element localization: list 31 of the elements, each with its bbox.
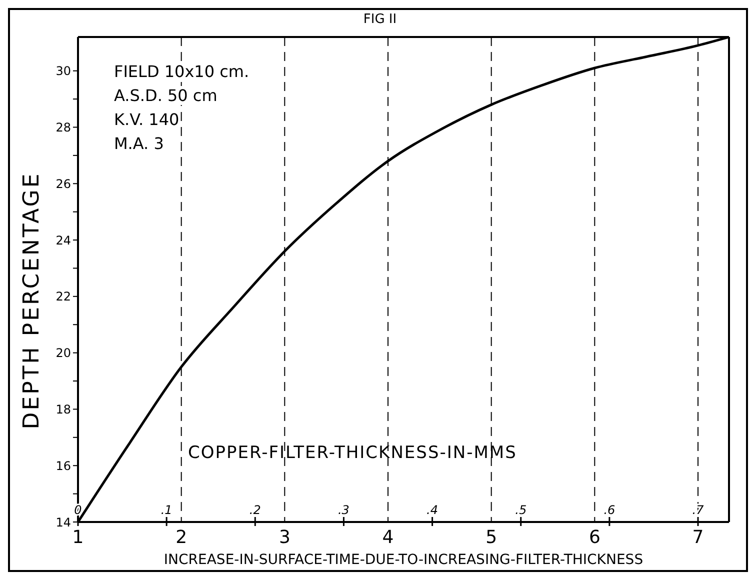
y-tick-label: 26 — [56, 176, 71, 191]
x2-tick-label: .5 — [515, 503, 527, 517]
x-tick-label: 1 — [72, 526, 84, 548]
annotation: K.V. 140 — [114, 110, 180, 129]
y-tick-label: 18 — [56, 402, 71, 416]
x-axis-title: INCREASE-IN-SURFACE-TIME-DUE-TO-INCREASING-FILTER-THICKNESS — [164, 552, 644, 568]
y-tick-label: 28 — [56, 120, 71, 134]
x-tick-label: 5 — [486, 526, 498, 548]
annotation: A.S.D. 50 cm — [114, 86, 218, 105]
x-tick-label: 6 — [588, 526, 600, 548]
y-axis-title: DEPTH PERCENTAGE — [20, 171, 44, 429]
annotation: M.A. 3 — [114, 134, 164, 153]
y-tick-label: 20 — [56, 346, 71, 360]
y-tick-label: 30 — [56, 64, 71, 78]
y-tick-label: 24 — [56, 233, 71, 248]
chart-title: FIG II — [362, 12, 398, 27]
x2-tick-label: .4 — [426, 503, 438, 517]
x2-tick-label: .6 — [604, 503, 616, 517]
x-tick-label: 3 — [278, 526, 290, 548]
x2-axis-title: COPPER-FILTER-THICKNESS-IN-MMS — [188, 443, 517, 463]
x2-tick-label: .1 — [160, 503, 172, 517]
x-tick-label: 4 — [382, 526, 394, 548]
y-tick-label: 14 — [56, 515, 71, 530]
x2-tick-label: .2 — [249, 503, 261, 517]
x-tick-label: 2 — [176, 526, 188, 548]
annotation: FIELD 10x10 cm. — [114, 62, 250, 81]
x2-tick-label: .3 — [338, 503, 350, 517]
y-tick-label: 16 — [56, 458, 71, 473]
y-tick-label: 22 — [56, 290, 71, 304]
x2-tick-label: .7 — [692, 503, 704, 517]
x-tick-label: 7 — [692, 526, 704, 548]
